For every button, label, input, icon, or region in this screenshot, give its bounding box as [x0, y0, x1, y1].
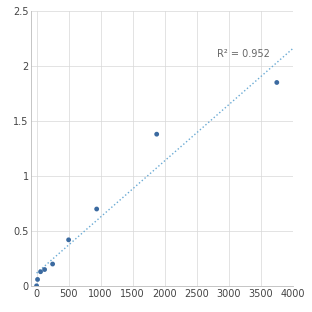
Text: R² = 0.952: R² = 0.952: [217, 49, 270, 59]
Point: [274, 80, 279, 85]
Point: [154, 132, 159, 137]
Point: [34, 283, 39, 288]
Point: [66, 237, 71, 242]
Point: [35, 277, 40, 282]
Point: [50, 261, 55, 266]
Point: [38, 269, 43, 274]
Point: [42, 267, 47, 272]
Point: [94, 207, 99, 212]
